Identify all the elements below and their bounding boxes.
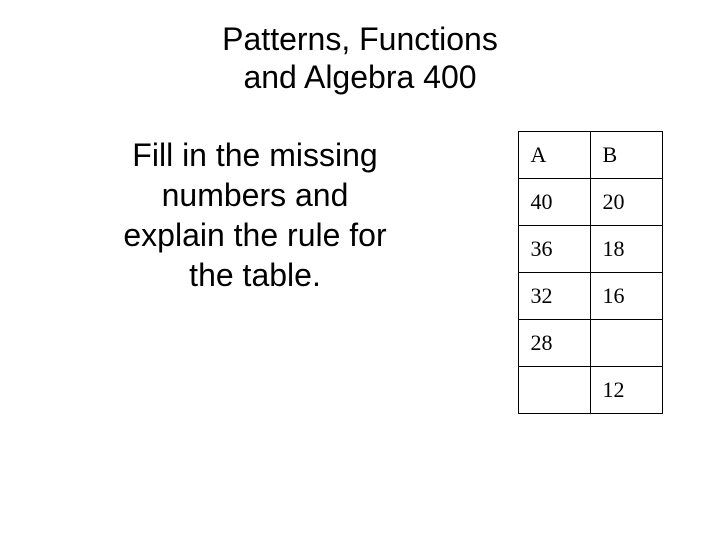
table-row: 12	[518, 366, 662, 413]
table-cell: 36	[518, 225, 590, 272]
prompt-text: Fill in the missing numbers and explain …	[30, 127, 490, 414]
prompt-line-2: numbers and	[162, 177, 349, 213]
table-cell: 16	[590, 272, 662, 319]
slide-title: Patterns, Functions and Algebra 400	[0, 0, 720, 97]
prompt-line-3: explain the rule for	[123, 217, 386, 253]
table-cell: 18	[590, 225, 662, 272]
title-line-1: Patterns, Functions	[222, 21, 498, 57]
table-cell: 40	[518, 178, 590, 225]
table-container: A B 40 20 36 18 32 16 28 12	[490, 127, 690, 414]
table-cell: 32	[518, 272, 590, 319]
table-cell: 12	[590, 366, 662, 413]
table-cell: A	[518, 131, 590, 178]
table-row: 36 18	[518, 225, 662, 272]
data-table: A B 40 20 36 18 32 16 28 12	[518, 131, 663, 414]
table-cell	[590, 319, 662, 366]
title-line-2: and Algebra 400	[243, 59, 476, 95]
table-row: 40 20	[518, 178, 662, 225]
prompt-line-4: the table.	[189, 257, 321, 293]
table-cell: B	[590, 131, 662, 178]
table-cell: 20	[590, 178, 662, 225]
table-row: A B	[518, 131, 662, 178]
table-row: 32 16	[518, 272, 662, 319]
table-row: 28	[518, 319, 662, 366]
table-cell	[518, 366, 590, 413]
table-cell: 28	[518, 319, 590, 366]
prompt-line-1: Fill in the missing	[132, 137, 377, 173]
content-area: Fill in the missing numbers and explain …	[0, 127, 720, 414]
